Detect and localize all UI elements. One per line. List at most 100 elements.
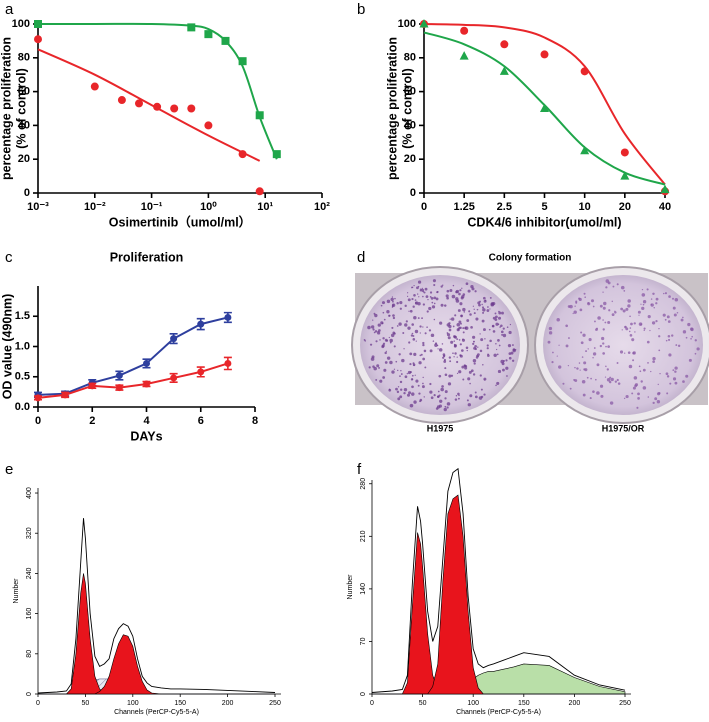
colony xyxy=(641,306,645,310)
colony xyxy=(442,284,444,286)
colony xyxy=(388,388,392,392)
colony xyxy=(579,369,581,371)
colony xyxy=(446,289,450,293)
colony xyxy=(690,337,692,340)
colony xyxy=(397,369,399,372)
x-tick-label: 20 xyxy=(619,201,631,213)
x-tick-label: 40 xyxy=(659,201,671,213)
colony xyxy=(448,356,452,359)
colony xyxy=(391,306,394,308)
marker xyxy=(61,391,69,399)
colony xyxy=(410,334,413,337)
y-tick-label: 60 xyxy=(18,86,30,98)
colony xyxy=(441,343,444,345)
colony xyxy=(493,353,497,358)
colony xyxy=(437,390,440,393)
colony xyxy=(667,320,671,323)
colony xyxy=(474,290,477,293)
colony xyxy=(599,304,603,308)
colony xyxy=(380,321,384,325)
y-tick-label: 60 xyxy=(404,86,416,98)
colony xyxy=(390,297,394,302)
colony xyxy=(409,362,412,366)
colony xyxy=(672,377,677,381)
colony xyxy=(416,286,419,290)
colony xyxy=(448,324,452,329)
colony xyxy=(632,386,636,390)
colony xyxy=(664,292,668,295)
colony xyxy=(641,293,646,297)
colony xyxy=(453,340,455,342)
colony xyxy=(487,354,490,357)
x-tick-label: 10¹ xyxy=(257,201,273,213)
marker xyxy=(153,102,162,111)
colony xyxy=(457,309,461,312)
colony xyxy=(419,332,421,334)
colony xyxy=(600,394,604,398)
y-tick-label: 400 xyxy=(26,487,33,499)
colony xyxy=(403,348,405,350)
colony xyxy=(575,300,578,303)
colony xyxy=(569,387,572,390)
colony xyxy=(574,305,576,307)
x-axis-label: Channels (PerCP-Cy5-5-A) xyxy=(456,709,541,716)
colony xyxy=(391,326,394,329)
colony xyxy=(454,352,457,355)
colony xyxy=(479,333,481,335)
colony xyxy=(621,329,623,331)
colony xyxy=(379,339,381,341)
colony xyxy=(569,304,573,309)
marker xyxy=(419,19,429,28)
marker xyxy=(34,394,42,402)
colony xyxy=(625,394,629,399)
colony xyxy=(389,360,393,365)
colony xyxy=(580,331,583,334)
colony xyxy=(629,327,632,329)
colony xyxy=(619,350,624,354)
colony xyxy=(633,376,638,380)
colony xyxy=(451,294,456,299)
x-tick-label: 10² xyxy=(314,201,330,213)
colony xyxy=(568,337,570,339)
colony xyxy=(551,361,554,364)
colony xyxy=(634,331,636,333)
colony xyxy=(497,369,502,374)
colony xyxy=(391,370,395,374)
colony xyxy=(502,333,507,338)
colony xyxy=(430,333,435,338)
colony xyxy=(696,347,700,351)
x-tick-label: 200 xyxy=(569,700,581,707)
colony xyxy=(444,397,447,400)
marker xyxy=(90,82,99,91)
colony xyxy=(473,340,475,343)
colony xyxy=(444,304,447,307)
colony xyxy=(627,351,631,354)
colony xyxy=(614,311,617,314)
colony xyxy=(431,305,436,309)
colony xyxy=(424,287,428,291)
marker xyxy=(620,171,630,180)
colony xyxy=(625,307,629,311)
x-tick-label: 6 xyxy=(198,415,204,427)
colony xyxy=(581,379,586,384)
colony xyxy=(444,373,448,377)
colony xyxy=(578,362,581,364)
colony xyxy=(408,391,412,395)
colony xyxy=(439,321,443,325)
colony xyxy=(415,340,417,342)
colony xyxy=(462,327,465,330)
colony xyxy=(444,390,448,394)
colony xyxy=(498,316,502,320)
colony xyxy=(411,332,414,335)
colony xyxy=(433,283,436,287)
colony xyxy=(641,288,644,291)
colony xyxy=(487,306,489,308)
colony xyxy=(565,324,568,328)
marker xyxy=(34,20,42,28)
colony xyxy=(469,394,473,398)
colony xyxy=(651,321,656,325)
colony xyxy=(687,322,691,327)
colony xyxy=(417,317,420,319)
colony xyxy=(392,300,394,303)
colony xyxy=(595,378,597,381)
